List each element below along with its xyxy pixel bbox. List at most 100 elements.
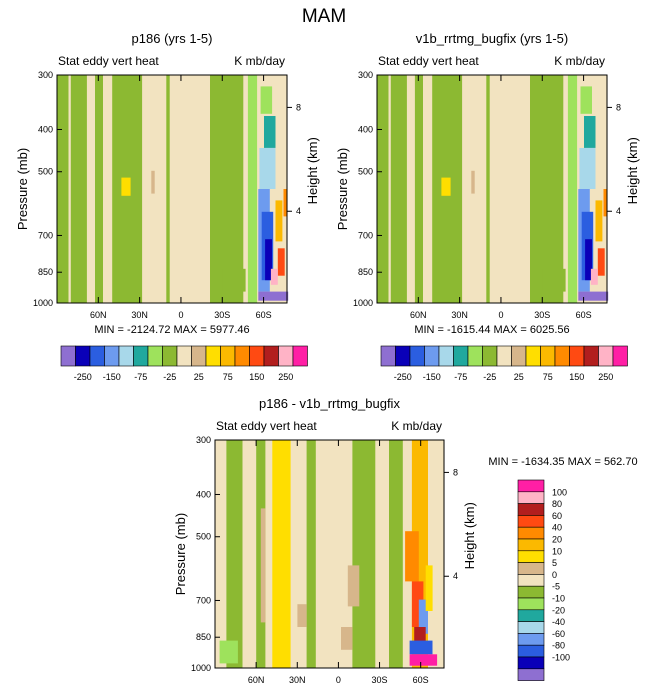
stats-label: MIN = -1634.35 MAX = 562.70 xyxy=(488,456,637,468)
colorbar-label: -40 xyxy=(552,617,565,627)
colorbar-swatch xyxy=(133,345,149,367)
contour-patch xyxy=(579,148,596,189)
colorbar-swatch xyxy=(517,633,545,646)
contour-patch xyxy=(425,565,433,611)
y-tick-label: 850 xyxy=(196,632,211,642)
y-right-axis-label: Height (km) xyxy=(462,502,477,569)
contour-patch xyxy=(542,268,566,292)
colorbar-label: 25 xyxy=(514,372,524,382)
contour-patch xyxy=(270,268,278,285)
contour-band xyxy=(390,75,408,303)
y-right-tick-label: 4 xyxy=(616,206,621,216)
colorbar-swatch xyxy=(517,503,545,516)
colorbar-swatch xyxy=(176,345,192,367)
x-tick-label: 0 xyxy=(498,310,503,320)
x-tick-label: 60S xyxy=(256,310,272,320)
contour-band xyxy=(166,75,171,303)
colorbar-swatch xyxy=(424,345,440,367)
colorbar-label: -75 xyxy=(134,372,147,382)
colorbar-swatch xyxy=(75,345,91,367)
colorbar-swatch xyxy=(517,515,545,528)
colorbar-label: -100 xyxy=(552,653,570,663)
colorbar-swatch xyxy=(220,345,236,367)
colorbar-swatch xyxy=(234,345,250,367)
chart-panel2: v1b_rrtmg_bugfix (yrs 1-5) Stat eddy vert… xyxy=(335,31,640,320)
colorbar-panel2: -250 -150 -75 -25 25 75 150 250 xyxy=(380,345,628,382)
y-tick-label: 500 xyxy=(358,167,373,177)
colorbar-label: -60 xyxy=(552,629,565,639)
contour-patch xyxy=(297,604,307,627)
contour-band xyxy=(95,75,104,303)
contour-band xyxy=(428,440,445,668)
contour-patch xyxy=(580,86,592,114)
colorbar-label: 100 xyxy=(552,487,567,497)
contour-band xyxy=(215,440,228,668)
y-right-tick-label: 4 xyxy=(453,571,458,581)
colorbar-swatch xyxy=(612,345,628,367)
contour-band xyxy=(57,75,70,303)
colorbar-label: 150 xyxy=(569,372,584,382)
contour-patch xyxy=(597,248,605,276)
colorbar-swatch xyxy=(263,345,279,367)
contour-band xyxy=(567,75,578,303)
contour-band xyxy=(86,75,96,303)
y-axis-label: Pressure (mb) xyxy=(173,513,188,595)
colorbar-swatch xyxy=(496,345,512,367)
colorbar-label: 75 xyxy=(543,372,553,382)
contour-band xyxy=(377,75,390,303)
colorbar-swatch xyxy=(380,345,396,367)
x-tick-label: 0 xyxy=(178,310,183,320)
contour-band xyxy=(489,75,531,303)
x-tick-label: 60S xyxy=(413,675,429,685)
stats-label: MIN = -1615.44 MAX = 6025.56 xyxy=(414,324,569,336)
contour-patch xyxy=(121,177,131,196)
colorbar-label: 250 xyxy=(278,372,293,382)
contour-patch xyxy=(258,291,289,301)
colorbar-swatch xyxy=(395,345,411,367)
x-tick-label: 60N xyxy=(90,310,107,320)
contour-patch xyxy=(603,189,607,217)
colorbar-label: -20 xyxy=(552,605,565,615)
x-tick-label: 60N xyxy=(410,310,427,320)
page-title: MAM xyxy=(302,6,346,27)
contour-patch xyxy=(578,291,609,301)
y-right-tick-label: 4 xyxy=(296,206,301,216)
colorbar-label: 80 xyxy=(552,499,562,509)
contour-patch xyxy=(265,239,272,281)
colorbar-label: 250 xyxy=(598,372,613,382)
contour-band xyxy=(68,75,72,303)
stats-label: MIN = -2124.72 MAX = 5977.46 xyxy=(94,324,249,336)
colorbar-label: -250 xyxy=(74,372,92,382)
colorbar-swatch xyxy=(517,538,545,552)
y-axis-label: Pressure (mb) xyxy=(335,148,350,230)
colorbar-swatch xyxy=(147,345,163,367)
x-tick-label: 30S xyxy=(372,675,388,685)
colorbar-label: 60 xyxy=(552,511,562,521)
colorbar-label: -250 xyxy=(394,372,412,382)
contour-patch xyxy=(595,200,603,242)
colorbar-swatch xyxy=(569,345,585,367)
y-tick-label: 1000 xyxy=(191,663,211,673)
contour-patch xyxy=(275,200,283,242)
contour-band xyxy=(530,75,564,303)
chart-panel3: p186 - v1b_rrtmg_bugfix Stat eddy vert he… xyxy=(173,396,477,685)
y-right-axis-label: Height (km) xyxy=(305,137,320,204)
colorbar-swatch xyxy=(517,609,545,622)
y-tick-label: 500 xyxy=(38,167,53,177)
colorbar-swatch xyxy=(205,345,221,367)
contour-band xyxy=(265,440,273,668)
colorbar-label: -75 xyxy=(454,372,467,382)
right-label: K mb/day xyxy=(391,419,442,433)
colorbar-swatch xyxy=(249,345,265,367)
chart-panel1: p186 (yrs 1-5) Stat eddy vert heat K mb/da… xyxy=(15,31,320,320)
colorbar-label: 5 xyxy=(552,558,557,568)
y-tick-label: 500 xyxy=(196,532,211,542)
contour-band xyxy=(406,75,416,303)
colorbar-swatch xyxy=(517,550,545,563)
colorbar-swatch xyxy=(438,345,454,367)
contour-band xyxy=(210,75,244,303)
y-tick-label: 700 xyxy=(358,230,373,240)
colorbar-swatch xyxy=(467,345,483,367)
contour-patch xyxy=(471,170,475,194)
